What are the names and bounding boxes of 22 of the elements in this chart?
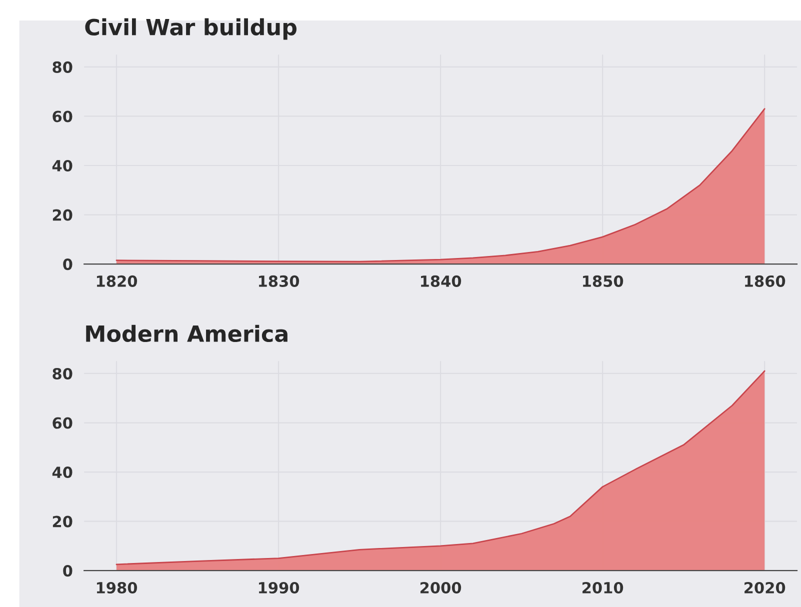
y-tick-label: 60 bbox=[52, 417, 72, 429]
y-tick-label: 0 bbox=[63, 565, 72, 577]
y-tick-label: 60 bbox=[52, 110, 72, 122]
y-tick-label: 20 bbox=[52, 516, 72, 528]
x-tick-label: 2000 bbox=[420, 582, 462, 594]
x-tick-label: 1860 bbox=[745, 275, 786, 287]
y-tick-label: 0 bbox=[63, 258, 72, 270]
chart-title: Modern America bbox=[86, 324, 288, 342]
y-tick-label: 40 bbox=[52, 466, 72, 478]
x-tick-label: 1830 bbox=[258, 275, 300, 287]
x-tick-label: 1850 bbox=[583, 275, 624, 287]
chart-title: Civil War buildup bbox=[85, 18, 296, 40]
x-tick-label: 1840 bbox=[421, 275, 462, 287]
y-tick-label: 80 bbox=[52, 368, 72, 380]
y-tick-label: 80 bbox=[52, 61, 72, 73]
x-tick-label: 2020 bbox=[744, 582, 786, 594]
x-tick-label: 1820 bbox=[96, 275, 138, 287]
y-tick-label: 40 bbox=[52, 160, 72, 172]
x-tick-label: 1990 bbox=[258, 582, 300, 594]
x-tick-label: 2010 bbox=[582, 582, 624, 594]
y-tick-label: 20 bbox=[52, 209, 72, 221]
x-tick-label: 1980 bbox=[96, 582, 138, 594]
